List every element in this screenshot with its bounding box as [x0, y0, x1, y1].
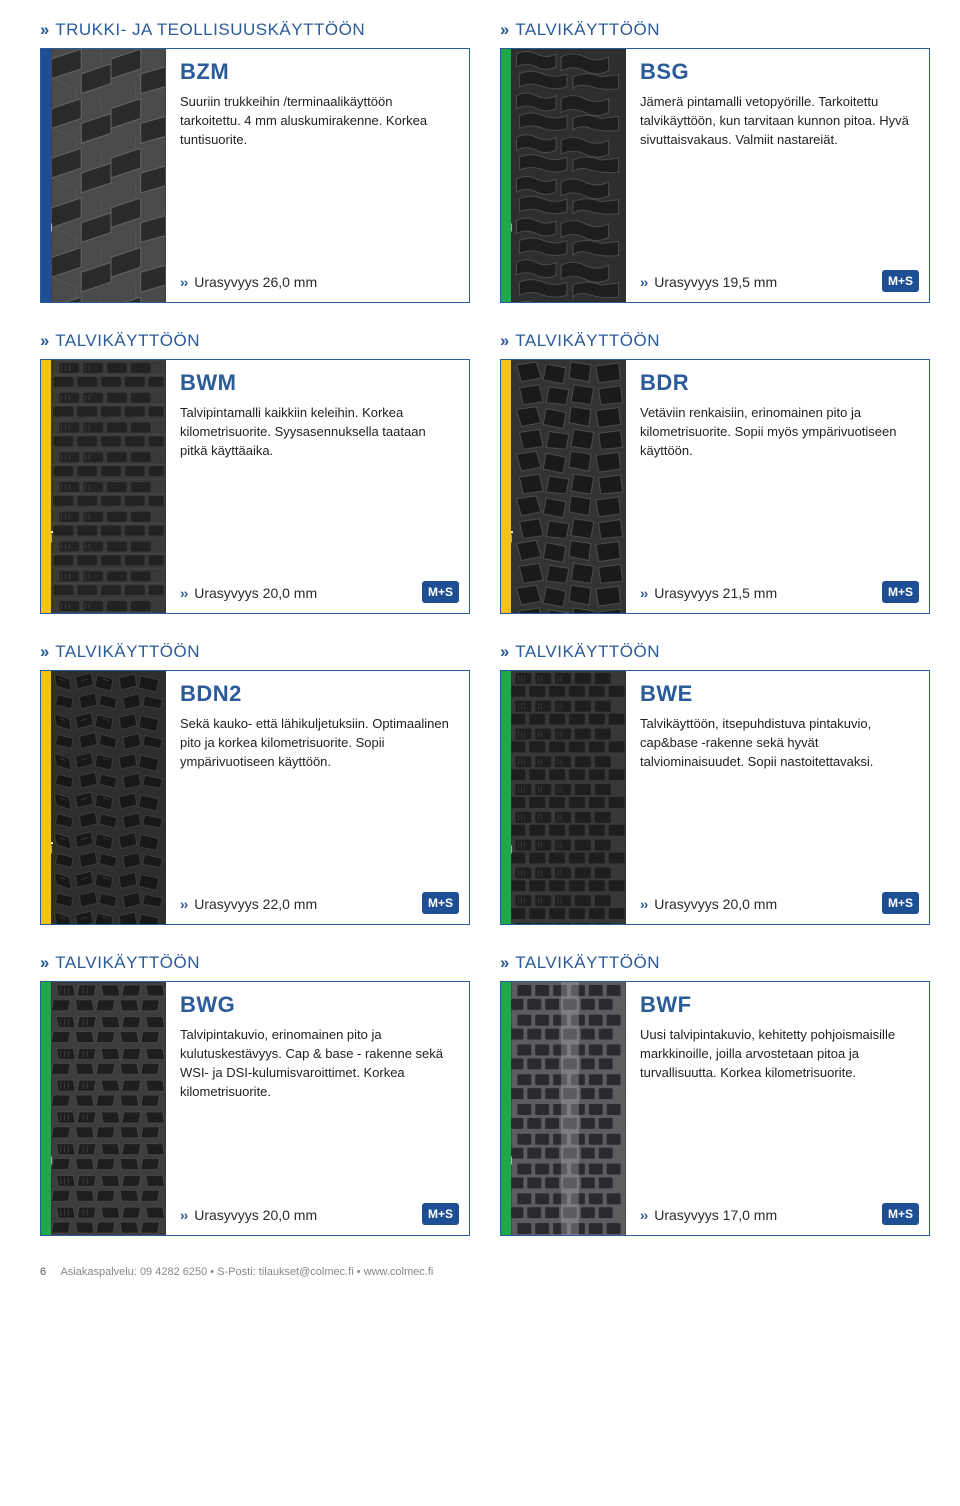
tire-pattern-image: B_plus: [51, 360, 166, 613]
product-card: B_plus BDN2 Sekä kauko- että lähikuljetuks…: [40, 670, 470, 925]
product-description: Vetäviin renkaisiin, erinomainen pito ja…: [640, 404, 915, 461]
product-description: Talvikäyttöön, itsepuhdistuva pintakuvio…: [640, 715, 915, 772]
tread-depth: ›› Urasyvyys 20,0 mm: [180, 1207, 455, 1223]
category-heading: ›› Trukki- ja teollisuuskäyttöön: [40, 20, 470, 40]
tire-pattern-image: B_tech: [511, 671, 626, 924]
tier-stripe: [41, 671, 51, 924]
tier-label: B_plus: [511, 503, 513, 553]
product-description: Jämerä pintamalli vetopyörille. Tarkoite…: [640, 93, 915, 150]
product-card: B_tech BWG Talvipintakuvio, erinomainen pi…: [40, 981, 470, 1236]
product-name: BWM: [180, 370, 455, 396]
product-description: Talvipintakuvio, erinomainen pito ja kul…: [180, 1026, 455, 1101]
category-heading: ›› Talvikäyttöön: [500, 331, 930, 351]
tier-stripe: [41, 360, 51, 613]
tier-label: B_plus: [51, 814, 53, 864]
tire-pattern-image: B_plus: [51, 671, 166, 924]
tier-label: B_plus: [51, 503, 53, 553]
category-heading: ›› Talvikäyttöön: [500, 642, 930, 662]
product-name: BWF: [640, 992, 915, 1018]
tread-depth: ›› Urasyvyys 19,5 mm: [640, 274, 915, 290]
tier-stripe: [501, 360, 511, 613]
category-heading: ›› Talvikäyttöön: [500, 953, 930, 973]
footer-text: Asiakaspalvelu: 09 4282 6250 • S-Posti: …: [60, 1266, 433, 1278]
ms-badge: M+S: [882, 581, 919, 603]
ms-badge: M+S: [882, 892, 919, 914]
tier-stripe: [501, 982, 511, 1235]
tire-pattern-image: B_tech: [51, 982, 166, 1235]
page-footer: 6 Asiakaspalvelu: 09 4282 6250 • S-Posti…: [40, 1266, 930, 1278]
product-description: Uusi talvipintakuvio, kehitetty pohjoism…: [640, 1026, 915, 1083]
product-description: Suuriin trukkeihin /terminaalikäyttöön t…: [180, 93, 455, 150]
tread-depth: ›› Urasyvyys 26,0 mm: [180, 274, 455, 290]
tread-depth: ›› Urasyvyys 17,0 mm: [640, 1207, 915, 1223]
ms-badge: M+S: [422, 892, 459, 914]
ms-badge: M+S: [422, 1203, 459, 1225]
product-card: B_tech BSG Jämerä pintamalli vetopyörille.…: [500, 48, 930, 303]
tier-label: B_tech: [51, 1125, 53, 1175]
tire-pattern-image: B_plus: [511, 360, 626, 613]
tier-stripe: [501, 49, 511, 302]
tire-pattern-image: B_tech: [511, 49, 626, 302]
page-number: 6: [40, 1266, 58, 1278]
tier-stripe: [41, 982, 51, 1235]
tier-stripe: [41, 49, 51, 302]
tier-label: B_tech: [511, 192, 513, 242]
product-card: B_base BZM Suuriin trukkeihin /terminaalik…: [40, 48, 470, 303]
tier-label: B_tech: [511, 1125, 513, 1175]
tread-depth: ›› Urasyvyys 21,5 mm: [640, 585, 915, 601]
product-card: B_tech BWE Talvikäyttöön, itsepuhdistuva p…: [500, 670, 930, 925]
product-description: Talvipintamalli kaikkiin keleihin. Korke…: [180, 404, 455, 461]
tier-stripe: [501, 671, 511, 924]
product-card: B_plus BWM Talvipintamalli kaikkiin keleih…: [40, 359, 470, 614]
tire-pattern-image: B_base: [51, 49, 166, 302]
tier-label: B_base: [51, 189, 53, 242]
product-name: BWG: [180, 992, 455, 1018]
product-name: BDR: [640, 370, 915, 396]
category-heading: ›› Talvikäyttöön: [40, 953, 470, 973]
tread-depth: ›› Urasyvyys 20,0 mm: [640, 896, 915, 912]
category-heading: ›› Talvikäyttöön: [500, 20, 930, 40]
product-card: B_tech BWF Uusi talvipintakuvio, kehitetty…: [500, 981, 930, 1236]
product-card: B_plus BDR Vetäviin renkaisiin, erinomaine…: [500, 359, 930, 614]
tread-depth: ›› Urasyvyys 20,0 mm: [180, 585, 455, 601]
category-heading: ›› Talvikäyttöön: [40, 642, 470, 662]
product-name: BZM: [180, 59, 455, 85]
product-name: BDN2: [180, 681, 455, 707]
ms-badge: M+S: [422, 581, 459, 603]
tier-label: B_tech: [511, 814, 513, 864]
tire-pattern-image: B_tech: [511, 982, 626, 1235]
product-description: Sekä kauko- että lähikuljetuksiin. Optim…: [180, 715, 455, 772]
category-heading: ›› Talvikäyttöön: [40, 331, 470, 351]
ms-badge: M+S: [882, 1203, 919, 1225]
product-name: BSG: [640, 59, 915, 85]
product-name: BWE: [640, 681, 915, 707]
tread-depth: ›› Urasyvyys 22,0 mm: [180, 896, 455, 912]
ms-badge: M+S: [882, 270, 919, 292]
